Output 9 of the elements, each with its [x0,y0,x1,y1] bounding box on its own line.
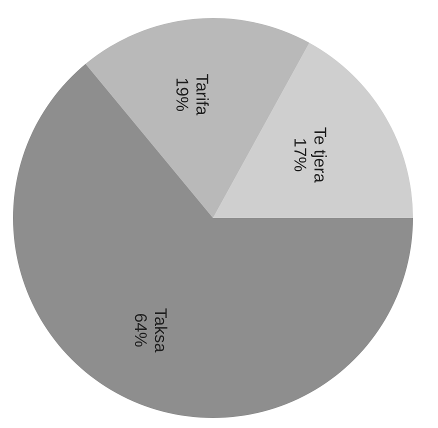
slice-label: Taksa [151,308,170,353]
data-label: 19% [172,78,192,112]
slice-label: Tarifa [192,74,212,116]
data-label: 64% [131,313,150,348]
pie-slice [213,42,413,218]
pie-slice [13,64,413,418]
data-label: 17% [290,138,310,172]
slice-label: Te tjera [310,127,330,184]
pie-slice [86,18,310,218]
